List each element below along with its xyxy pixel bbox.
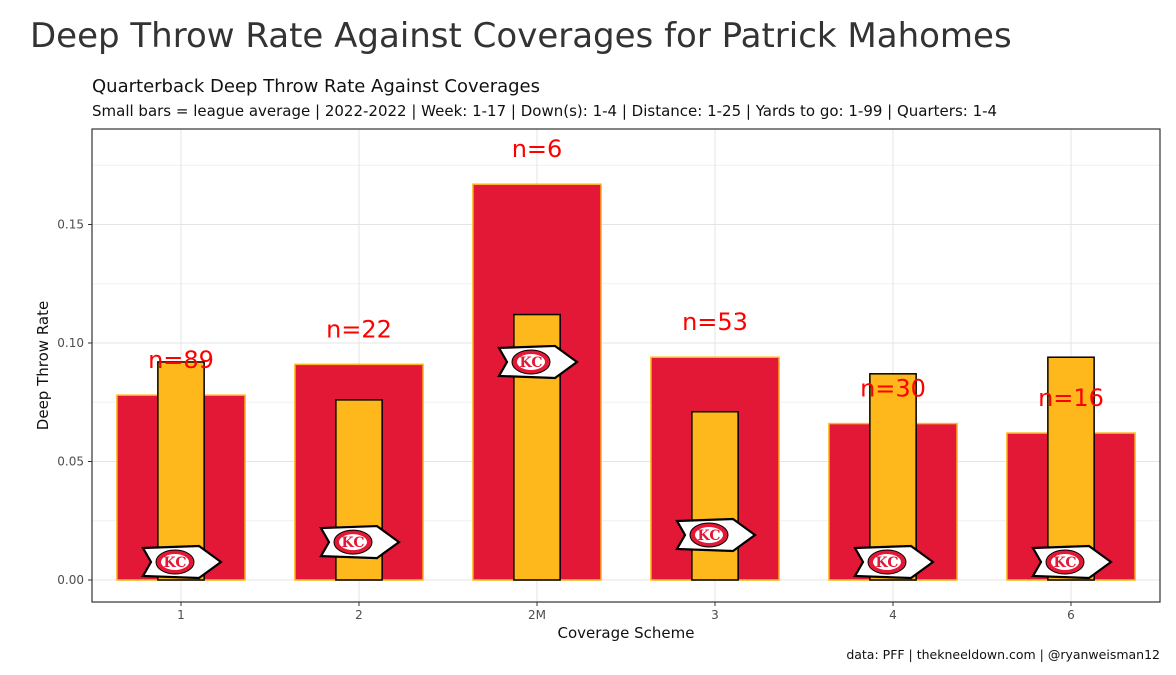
plot-border — [91, 128, 1161, 603]
sample-size-label-4: n=30 — [860, 375, 926, 403]
team-logo-2M: KC — [497, 344, 579, 380]
x-tick-label-2: 2 — [355, 608, 363, 622]
logo-monogram: KC — [342, 535, 365, 551]
y-tick-label: 0.05 — [57, 455, 84, 469]
x-tick-label-6: 6 — [1067, 608, 1075, 622]
y-tick-label: 0.00 — [57, 573, 84, 587]
page-title: Deep Throw Rate Against Coverages for Pa… — [30, 16, 1012, 56]
x-tick-label-3: 3 — [711, 608, 719, 622]
sample-size-label-2: n=22 — [326, 315, 392, 343]
logo-inner-oval — [695, 526, 723, 543]
sample-size-label-3: n=53 — [682, 308, 748, 336]
team-logo-3: KC — [675, 517, 757, 553]
x-tick-label-4: 4 — [889, 608, 897, 622]
logo-inner-oval — [517, 353, 545, 370]
logo-inner-oval — [161, 554, 189, 570]
logo-monogram: KC — [1054, 555, 1077, 571]
team-logo-6: KC — [1031, 544, 1113, 580]
x-axis-title: Coverage Scheme — [558, 624, 695, 642]
plot-panel — [92, 129, 1160, 602]
sample-size-label-2M: n=6 — [512, 135, 563, 163]
sample-size-label-1: n=89 — [148, 346, 214, 374]
logo-monogram: KC — [520, 355, 543, 371]
logo-inner-oval — [873, 554, 901, 570]
y-tick-label: 0.15 — [57, 218, 84, 232]
logo-monogram: KC — [876, 555, 899, 571]
bar-league-average-1 — [157, 361, 205, 581]
logo-inner-oval — [1051, 554, 1079, 570]
logo-monogram: KC — [164, 555, 187, 571]
team-logo-4: KC — [853, 544, 935, 580]
chart-title: Quarterback Deep Throw Rate Against Cove… — [92, 76, 541, 97]
y-tick-label: 0.10 — [57, 336, 84, 350]
bar-league-average-6 — [1047, 356, 1095, 581]
logo-inner-oval — [339, 534, 367, 551]
y-axis-title: Deep Throw Rate — [34, 301, 52, 430]
team-logo-1: KC — [141, 544, 223, 580]
logo-monogram: KC — [698, 528, 721, 544]
chart-subtitle: Small bars = league average | 2022-2022 … — [92, 102, 998, 120]
x-tick-label-1: 1 — [177, 608, 185, 622]
data-caption: data: PFF | thekneeldown.com | @ryanweis… — [846, 647, 1160, 662]
bar-league-average-3 — [691, 410, 739, 581]
sample-size-label-6: n=16 — [1038, 384, 1104, 412]
team-logo-2: KC — [319, 524, 401, 560]
x-tick-label-2M: 2M — [528, 608, 546, 622]
